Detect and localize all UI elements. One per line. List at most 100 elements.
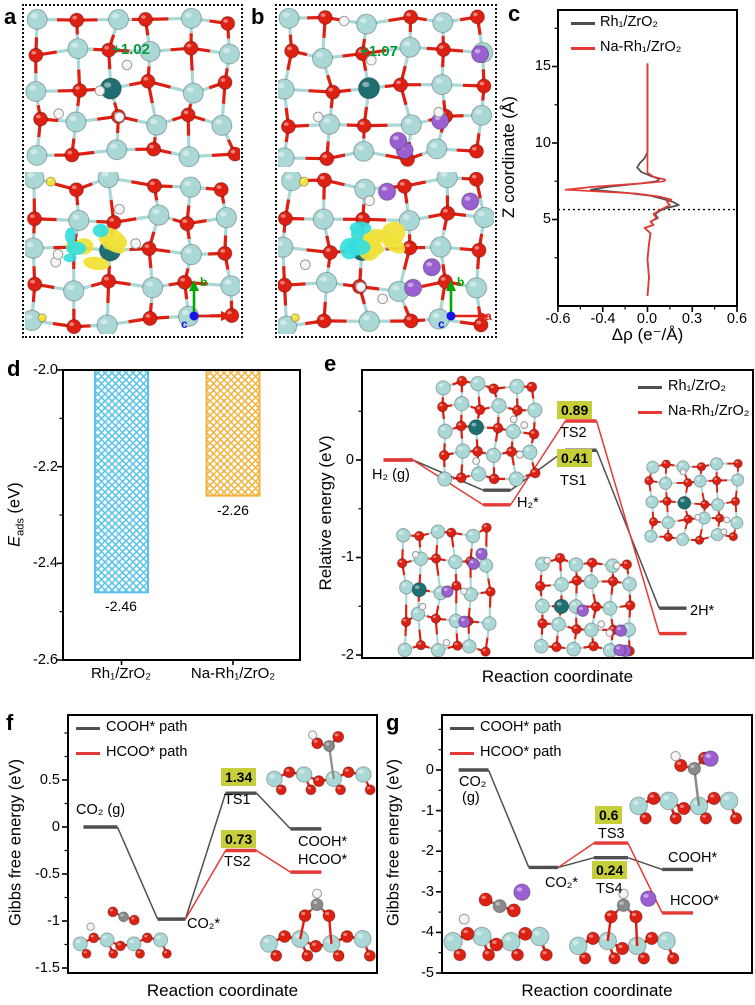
level-label-hcoo: HCOO* bbox=[298, 852, 348, 868]
level-label-cooh: COOH* bbox=[298, 834, 348, 850]
y-tick: 15 bbox=[534, 58, 551, 74]
structure-b-top-view bbox=[278, 7, 494, 167]
panel-a-label: a bbox=[4, 4, 17, 29]
structure-inset-h2-rh bbox=[435, 375, 543, 487]
y-tick: 5 bbox=[542, 211, 551, 227]
y-tick: -3 bbox=[421, 884, 434, 900]
legend-cooh-path: COOH* path bbox=[480, 719, 562, 735]
barrier-value-ts2: 0.89 bbox=[557, 401, 593, 419]
structure-inset-hcoo bbox=[260, 888, 376, 962]
level-label-h2-adsorbed: H₂* bbox=[517, 495, 539, 511]
structure-inset-h2-na-rh bbox=[396, 522, 497, 658]
legend-na-rh-zro2: Na-Rh₁/ZrO₂ bbox=[668, 403, 750, 419]
ylabel-sub: ads bbox=[14, 518, 27, 536]
panel-f-label: f bbox=[6, 710, 14, 735]
level-label-ts1: TS1 bbox=[224, 792, 251, 808]
panel-a-bader-charge: +1.02 bbox=[112, 41, 150, 58]
structure-a-top-view bbox=[25, 7, 240, 167]
legend-hcoo-path: HCOO* path bbox=[106, 744, 188, 760]
panel-g-x-axis-label: Reaction coordinate bbox=[521, 981, 673, 1000]
barrier-value-ts4: 0.24 bbox=[592, 861, 628, 879]
level-label-ts4: TS4 bbox=[596, 881, 623, 897]
x-tick: 0.6 bbox=[726, 311, 748, 327]
y-tick: -4 bbox=[421, 924, 434, 940]
chart-g-gibbs-na-rh bbox=[436, 714, 753, 974]
panel-b-axis-triad: b a c bbox=[425, 270, 495, 332]
category-na-rh: Na-Rh₁/ZrO₂ bbox=[190, 665, 276, 682]
panel-d-label: d bbox=[7, 356, 21, 381]
y-tick: -1 bbox=[47, 913, 60, 929]
panel-c-y-axis-label: Z coordinate (Å) bbox=[499, 96, 518, 218]
y-tick: -1.5 bbox=[35, 960, 60, 976]
panel-b: b +1.07 b a c bbox=[245, 0, 497, 345]
panel-f-y-axis-label: Gibbs free energy (eV) bbox=[6, 759, 25, 926]
ylabel-E: E bbox=[5, 535, 24, 547]
legend-swatch-gray bbox=[571, 22, 595, 25]
y-tick: -5 bbox=[421, 965, 434, 981]
axis-b-label: b bbox=[457, 275, 465, 289]
panel-a-axis-triad: b a c bbox=[168, 270, 238, 332]
legend-hcoo-path: HCOO* path bbox=[480, 744, 562, 760]
structure-inset-cooh-na bbox=[629, 750, 743, 825]
y-tick: -2.6 bbox=[33, 652, 58, 668]
y-tick: -2.2 bbox=[33, 459, 58, 475]
panel-a: a +1.02 b a c bbox=[0, 0, 245, 345]
structure-b-charge-density bbox=[278, 172, 494, 334]
y-tick: -1 bbox=[341, 549, 354, 565]
panel-e-label: e bbox=[324, 351, 337, 376]
panel-d: d Eads (eV) -2.0 -2.2 -2.4 -2.6 -2.46 -2… bbox=[0, 345, 320, 690]
y-tick: -2.4 bbox=[33, 555, 58, 571]
level-label-2h: 2H* bbox=[690, 603, 715, 619]
y-tick: -0.5 bbox=[35, 866, 60, 882]
panel-g-label: g bbox=[386, 710, 400, 735]
barrier-value-ts3: 0.6 bbox=[595, 806, 623, 824]
panel-e: e Relative energy (eV) 0 -1 -2 Reaction … bbox=[316, 345, 755, 700]
x-tick: -0.6 bbox=[545, 311, 571, 327]
y-tick: -2 bbox=[421, 843, 434, 859]
structure-inset-co2-phys bbox=[72, 906, 172, 959]
axis-c-label: c bbox=[438, 317, 445, 331]
y-tick: 0 bbox=[345, 452, 354, 468]
y-tick: 0.5 bbox=[39, 772, 60, 788]
y-tick: 10 bbox=[534, 135, 551, 151]
level-label-cooh: COOH* bbox=[668, 850, 718, 866]
legend-swatch-red bbox=[450, 752, 474, 755]
structure-a-charge-density bbox=[25, 172, 240, 334]
legend-swatch-red bbox=[638, 411, 662, 414]
level-label-ts1: TS1 bbox=[560, 473, 587, 489]
panel-b-label: b bbox=[251, 4, 265, 29]
structure-inset-2h-rh bbox=[644, 457, 745, 547]
x-tick: 0.3 bbox=[681, 311, 703, 327]
panel-c-x-axis-label: Δρ (e⁻/Å) bbox=[611, 325, 684, 344]
panel-e-y-axis-label: Relative energy (eV) bbox=[316, 435, 335, 591]
y-tick: -1 bbox=[421, 803, 434, 819]
category-rh: Rh₁/ZrO₂ bbox=[90, 665, 152, 682]
legend-swatch-red bbox=[571, 47, 595, 50]
panel-g: g Gibbs free energy (eV) 0 -1 -2 -3 -4 -… bbox=[380, 700, 755, 1005]
legend-rh-zro2: Rh₁/ZrO₂ bbox=[668, 378, 727, 394]
panel-a-border bbox=[22, 4, 243, 338]
panel-d-y-axis-label: Eads (eV) bbox=[5, 365, 26, 665]
axis-arrows bbox=[446, 280, 489, 321]
level-label-hcoo: HCOO* bbox=[670, 893, 720, 909]
axis-a-label: a bbox=[228, 309, 235, 323]
level-label-co2-gas: CO₂ (g) bbox=[76, 802, 126, 818]
panel-e-x-axis-label: Reaction coordinate bbox=[481, 667, 634, 686]
y-tick: -2.0 bbox=[33, 362, 58, 378]
legend-swatch-gray bbox=[638, 386, 662, 389]
barrier-value-ts2: 0.73 bbox=[221, 830, 257, 848]
legend-swatch-gray bbox=[76, 727, 100, 730]
level-label-co2-adsorbed: CO₂* bbox=[187, 916, 221, 932]
panel-c: c Z coordinate (Å) 15 10 5 -0.6 -0.4 0.0… bbox=[495, 0, 755, 345]
bar-value-rh: -2.46 bbox=[105, 598, 137, 614]
axis-a-label: a bbox=[485, 309, 492, 323]
x-tick: -0.4 bbox=[590, 311, 616, 327]
level-label-co2-gas-line1: CO₂ bbox=[459, 774, 487, 790]
structure-inset-hcoo-na bbox=[568, 888, 680, 965]
level-label-ts2: TS2 bbox=[560, 425, 587, 441]
barrier-value-ts1: 1.34 bbox=[221, 768, 257, 786]
panel-f-x-axis-label: Reaction coordinate bbox=[146, 981, 299, 1000]
axis-b-label: b bbox=[200, 275, 208, 289]
legend-rh-zro2: Rh₁/ZrO₂ bbox=[600, 14, 659, 30]
